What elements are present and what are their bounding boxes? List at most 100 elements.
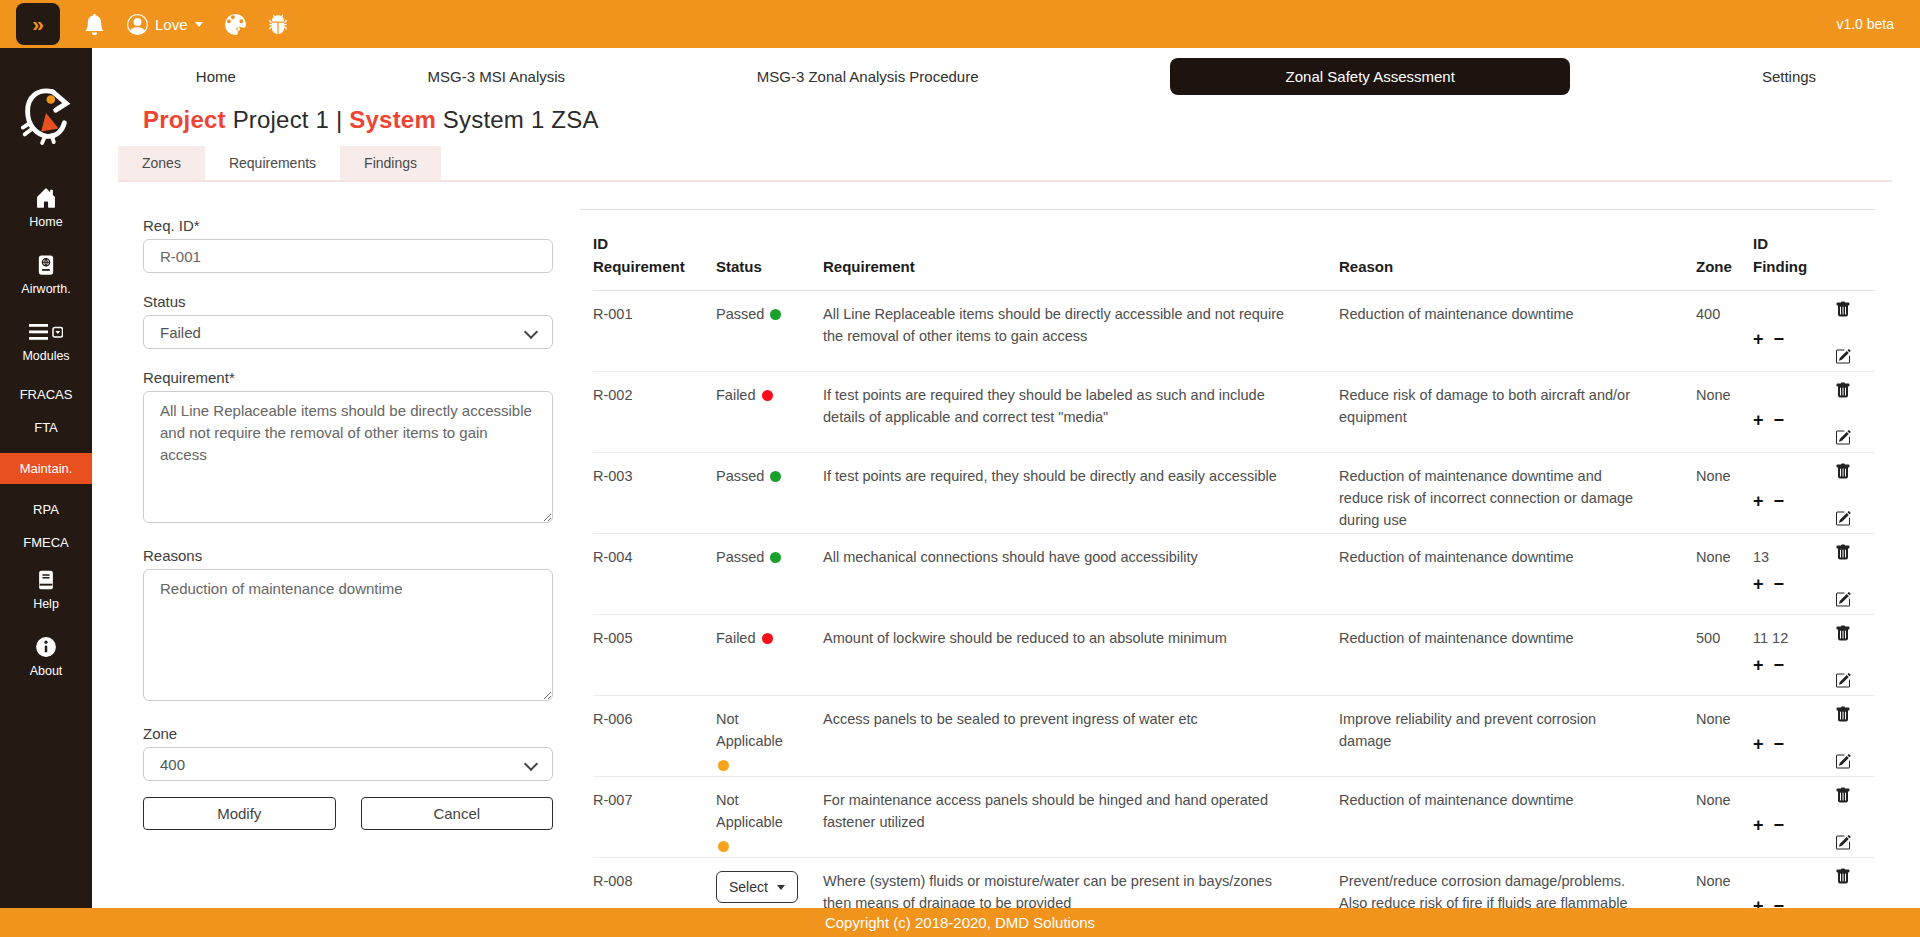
cell-finding: +− <box>1753 696 1835 776</box>
sidebar-item-airworth[interactable]: Airworth. <box>0 253 92 296</box>
add-finding-button[interactable]: + <box>1753 492 1764 510</box>
remove-finding-button[interactable]: − <box>1774 330 1785 348</box>
sidebar-item-about[interactable]: About <box>0 635 92 678</box>
app-logo-bird-icon[interactable] <box>16 84 76 150</box>
cell-id: R-001 <box>593 291 716 371</box>
remove-finding-button[interactable]: − <box>1774 492 1785 510</box>
nav-item-settings[interactable]: Settings <box>1762 68 1816 85</box>
passport-icon <box>35 253 57 277</box>
app-window: » Love v1.0 beta <box>0 0 1920 937</box>
tab-findings[interactable]: Findings <box>340 146 441 180</box>
add-finding-button[interactable]: + <box>1753 735 1764 753</box>
edit-row-button[interactable] <box>1835 429 1851 446</box>
user-menu[interactable]: Love <box>127 14 203 35</box>
nav-item-msg-3-zonal-analysis-procedure[interactable]: MSG-3 Zonal Analysis Procedure <box>757 68 979 85</box>
chevron-down-icon <box>777 885 785 890</box>
edit-row-button[interactable] <box>1835 753 1851 770</box>
delete-row-button[interactable] <box>1835 544 1851 561</box>
theme-palette-icon[interactable] <box>225 14 246 35</box>
req-id-label: Req. ID* <box>143 217 553 234</box>
sidebar-item-fmeca[interactable]: FMECA <box>0 535 92 550</box>
edit-row-button[interactable] <box>1835 591 1851 608</box>
row-status-select[interactable]: Select <box>716 871 798 903</box>
cell-reason: Improve reliability and prevent corrosio… <box>1339 696 1696 776</box>
status-dot <box>718 841 729 852</box>
finding-ids: 13 <box>1753 547 1835 569</box>
delete-row-button[interactable] <box>1835 301 1851 318</box>
cell-actions <box>1835 291 1875 371</box>
status-dot <box>770 552 781 563</box>
notifications-bell-icon[interactable] <box>84 14 105 35</box>
cell-reason: Reduction of maintenance downtime <box>1339 615 1696 695</box>
cell-status: Passed <box>716 453 823 533</box>
edit-icon <box>1835 429 1851 446</box>
table-header-row: ID Requirement Status Requirement Reason… <box>593 210 1875 291</box>
edit-row-button[interactable] <box>1835 834 1851 851</box>
edit-row-button[interactable] <box>1835 510 1851 527</box>
tab-requirements[interactable]: Requirements <box>205 146 340 180</box>
nav-item-msg-3-msi-analysis[interactable]: MSG-3 MSI Analysis <box>428 68 566 85</box>
requirement-textarea[interactable]: All Line Replaceable items should be dir… <box>143 391 553 523</box>
sidebar-item-label: FRACAS <box>20 387 73 402</box>
remove-finding-button[interactable]: − <box>1774 735 1785 753</box>
delete-row-button[interactable] <box>1835 382 1851 399</box>
requirements-table-body: R-001PassedAll Line Replaceable items sh… <box>593 291 1875 937</box>
trash-icon <box>1835 706 1851 723</box>
delete-row-button[interactable] <box>1835 625 1851 642</box>
cell-status: Passed <box>716 534 823 614</box>
user-name: Love <box>155 16 188 33</box>
add-finding-button[interactable]: + <box>1753 816 1764 834</box>
delete-row-button[interactable] <box>1835 706 1851 723</box>
main-row: Req. ID* Status Failed Requirement* All … <box>92 209 1920 937</box>
remove-finding-button[interactable]: − <box>1774 656 1785 674</box>
cell-id: R-002 <box>593 372 716 452</box>
remove-finding-button[interactable]: − <box>1774 411 1785 429</box>
cell-actions <box>1835 615 1875 695</box>
sidebar-item-maintain[interactable]: Maintain. <box>0 453 92 484</box>
sidebar-item-modules[interactable]: Modules <box>0 320 92 363</box>
remove-finding-button[interactable]: − <box>1774 575 1785 593</box>
sidebar-item-label: About <box>30 664 63 678</box>
edit-row-button[interactable] <box>1835 348 1851 365</box>
cell-requirement: All mechanical connections should have g… <box>823 534 1339 614</box>
bug-report-icon[interactable] <box>268 14 288 34</box>
cancel-button[interactable]: Cancel <box>361 797 554 830</box>
add-finding-button[interactable]: + <box>1753 411 1764 429</box>
trash-icon <box>1835 625 1851 642</box>
cell-reason: Reduction of maintenance downtime <box>1339 777 1696 857</box>
add-finding-button[interactable]: + <box>1753 330 1764 348</box>
cell-actions <box>1835 453 1875 533</box>
add-finding-button[interactable]: + <box>1753 575 1764 593</box>
req-id-input[interactable] <box>143 239 553 273</box>
status-select[interactable]: Failed <box>143 315 553 349</box>
cell-requirement: For maintenance access panels should be … <box>823 777 1339 857</box>
sidebar-item-help[interactable]: Help <box>0 568 92 611</box>
sidebar-item-home[interactable]: Home <box>0 186 92 229</box>
table-row: R-002FailedIf test points are required t… <box>593 372 1875 453</box>
add-finding-button[interactable]: + <box>1753 656 1764 674</box>
table-row: R-007Not ApplicableFor maintenance acces… <box>593 777 1875 858</box>
sidebar-item-fta[interactable]: FTA <box>0 420 92 435</box>
version-label: v1.0 beta <box>1836 16 1894 32</box>
nav-item-zonal-safety-assessment[interactable]: Zonal Safety Assessment <box>1170 58 1570 95</box>
reasons-textarea[interactable]: Reduction of maintenance downtime <box>143 569 553 701</box>
cell-zone: None <box>1696 453 1753 533</box>
delete-row-button[interactable] <box>1835 463 1851 480</box>
status-select-value: Failed <box>160 324 201 341</box>
sidebar-item-fracas[interactable]: FRACAS <box>0 387 92 402</box>
remove-finding-button[interactable]: − <box>1774 816 1785 834</box>
modify-button[interactable]: Modify <box>143 797 336 830</box>
sidebar-item-label: Modules <box>22 349 69 363</box>
sidebar-menu: Home Airworth. Modules FRACAS FTA Maintain. RP… <box>0 186 92 702</box>
tab-zones[interactable]: Zones <box>118 146 205 180</box>
edit-row-button[interactable] <box>1835 672 1851 689</box>
sidebar-collapse-button[interactable]: » <box>16 3 60 45</box>
delete-row-button[interactable] <box>1835 868 1851 885</box>
user-avatar-icon <box>127 14 148 35</box>
finding-buttons: +− <box>1753 411 1835 429</box>
sidebar-item-rpa[interactable]: RPA <box>0 502 92 517</box>
nav-item-home[interactable]: Home <box>196 68 236 85</box>
info-icon <box>35 635 57 659</box>
zone-select[interactable]: 400 <box>143 747 553 781</box>
delete-row-button[interactable] <box>1835 787 1851 804</box>
